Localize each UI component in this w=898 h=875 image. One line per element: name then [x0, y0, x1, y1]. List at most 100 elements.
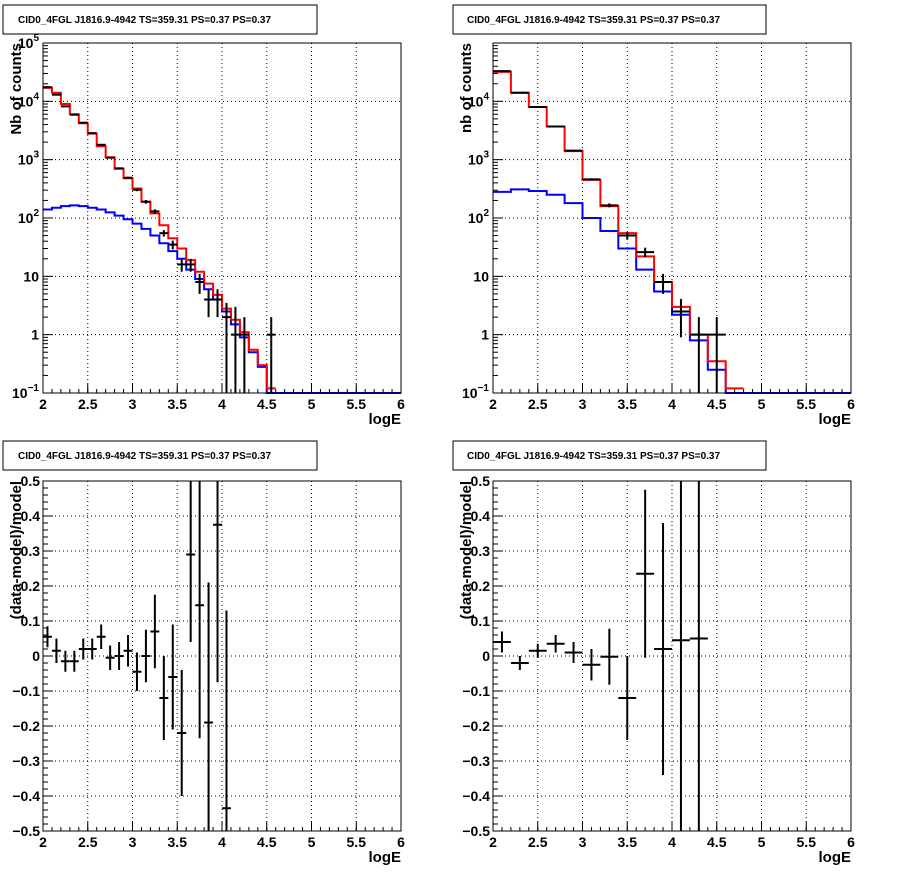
- title-box: [2, 4, 318, 35]
- x-tick-label: 2.5: [528, 396, 548, 412]
- data-point: [239, 317, 249, 393]
- y-tick-label: −0.4: [12, 788, 40, 804]
- data-point: [510, 656, 529, 670]
- data-point: [114, 642, 124, 670]
- y-tick-label: 103: [18, 150, 40, 168]
- data-point: [707, 317, 726, 393]
- y-tick-label: 10−1: [462, 383, 489, 401]
- x-tick-label: 3.5: [168, 396, 188, 412]
- x-tick-label: 5: [758, 396, 766, 412]
- x-tick-label: 6: [847, 834, 855, 850]
- x-tick-label: 3: [129, 396, 137, 412]
- plot-frame: [42, 42, 402, 394]
- data-point: [600, 203, 619, 208]
- x-tick-label: 5.5: [347, 834, 367, 850]
- title-box: [452, 440, 767, 471]
- x-tick-label: 2: [39, 396, 47, 412]
- data-point: [600, 628, 619, 685]
- data-point: [159, 656, 169, 740]
- data-point: [141, 199, 151, 204]
- data-point: [618, 656, 637, 740]
- x-tick-label: 5.5: [797, 396, 817, 412]
- data-point: [177, 670, 187, 796]
- data-point: [96, 143, 106, 146]
- x-tick-label: 2: [489, 396, 497, 412]
- x-tick-label: 5: [758, 834, 766, 850]
- data-point: [43, 626, 52, 648]
- x-tick-label: 3.5: [618, 396, 638, 412]
- data-point: [672, 481, 690, 831]
- x-axis-label: logE: [819, 849, 852, 866]
- data-point: [150, 209, 160, 214]
- data-point: [204, 289, 214, 318]
- y-tick-label: −0.3: [12, 753, 40, 769]
- x-tick-label: 4: [218, 396, 226, 412]
- x-tick-label: 4: [668, 396, 676, 412]
- y-tick-label: 0.2: [21, 578, 41, 594]
- x-tick-label: 4: [668, 834, 676, 850]
- y-axis-label: (data-model)/model: [458, 481, 475, 619]
- x-tick-label: 3.5: [618, 834, 638, 850]
- y-tick-label: 0.2: [471, 578, 491, 594]
- data-point: [528, 643, 547, 658]
- data-point: [222, 302, 231, 393]
- y-tick-label: 0.4: [471, 508, 491, 524]
- x-axis-label: logE: [369, 849, 402, 866]
- y-tick-label: 104: [468, 91, 490, 109]
- y-tick-label: 0.3: [21, 543, 41, 559]
- y-tick-label: −0.3: [462, 753, 490, 769]
- data-point: [222, 610, 231, 831]
- y-tick-label: 0: [32, 648, 40, 664]
- data-point: [105, 156, 115, 159]
- data-point: [582, 178, 601, 181]
- data-point: [564, 149, 583, 152]
- residual-panel-right: CID0_4FGL J1816.9-4942 TS=359.31 PS=0.37…: [452, 440, 855, 866]
- x-tick-label: 4.5: [257, 834, 277, 850]
- plot-frame: [42, 480, 402, 832]
- chart-title: CID0_4FGL J1816.9-4942 TS=359.31 PS=0.37…: [467, 451, 720, 462]
- counts-panel-left: CID0_4FGL J1816.9-4942 TS=359.31 PS=0.37…: [2, 4, 405, 428]
- y-tick-label: −0.5: [462, 823, 490, 839]
- y-tick-label: −0.5: [12, 823, 40, 839]
- data-point: [266, 317, 276, 393]
- y-tick-label: 103: [468, 150, 490, 168]
- x-tick-label: 2.5: [78, 834, 98, 850]
- data-point: [186, 258, 196, 272]
- data-point: [141, 629, 151, 683]
- title-box: [452, 4, 767, 35]
- x-tick-label: 4.5: [257, 396, 277, 412]
- x-tick-label: 5.5: [797, 834, 817, 850]
- x-tick-label: 3: [129, 834, 137, 850]
- data-point: [114, 167, 124, 170]
- data-point: [132, 652, 142, 691]
- data-point: [528, 105, 547, 108]
- x-tick-label: 4: [218, 834, 226, 850]
- data-point: [69, 113, 79, 116]
- data-point: [96, 624, 106, 649]
- y-tick-label: 102: [18, 208, 40, 226]
- data-point: [69, 650, 79, 672]
- plot-area: 2 2.5 3 3.5 4 4.5 5 5.5 6 −0.5 −0.4 −0.3 −0.2 −0.1 0 0.…: [462, 473, 855, 850]
- y-tick-label: −0.4: [462, 788, 490, 804]
- data-point: [78, 121, 88, 124]
- data-point: [230, 306, 240, 393]
- x-tick-label: 2.5: [78, 396, 98, 412]
- y-tick-label: 0.5: [21, 473, 41, 489]
- y-tick-label: 0.3: [471, 543, 491, 559]
- y-tick-label: 0.1: [471, 613, 491, 629]
- y-tick-label: 10−1: [12, 383, 39, 401]
- x-tick-label: 3: [579, 396, 587, 412]
- data-point: [159, 230, 169, 237]
- plot-area: 2 2.5 3 3.5 4 4.5 5 5.5 6 10−1 1 10 102 103 104: [462, 42, 855, 412]
- y-tick-label: 0.4: [21, 508, 41, 524]
- data-point: [195, 273, 205, 294]
- data-point: [546, 635, 565, 653]
- x-tick-label: 5: [308, 396, 316, 412]
- data-point: [672, 298, 690, 338]
- data-point: [546, 125, 565, 128]
- data-point: [213, 289, 222, 318]
- data-point: [654, 273, 672, 294]
- data-point: [186, 481, 196, 642]
- data-point: [105, 645, 115, 670]
